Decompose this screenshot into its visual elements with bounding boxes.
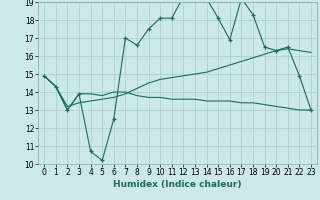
X-axis label: Humidex (Indice chaleur): Humidex (Indice chaleur) xyxy=(113,180,242,189)
